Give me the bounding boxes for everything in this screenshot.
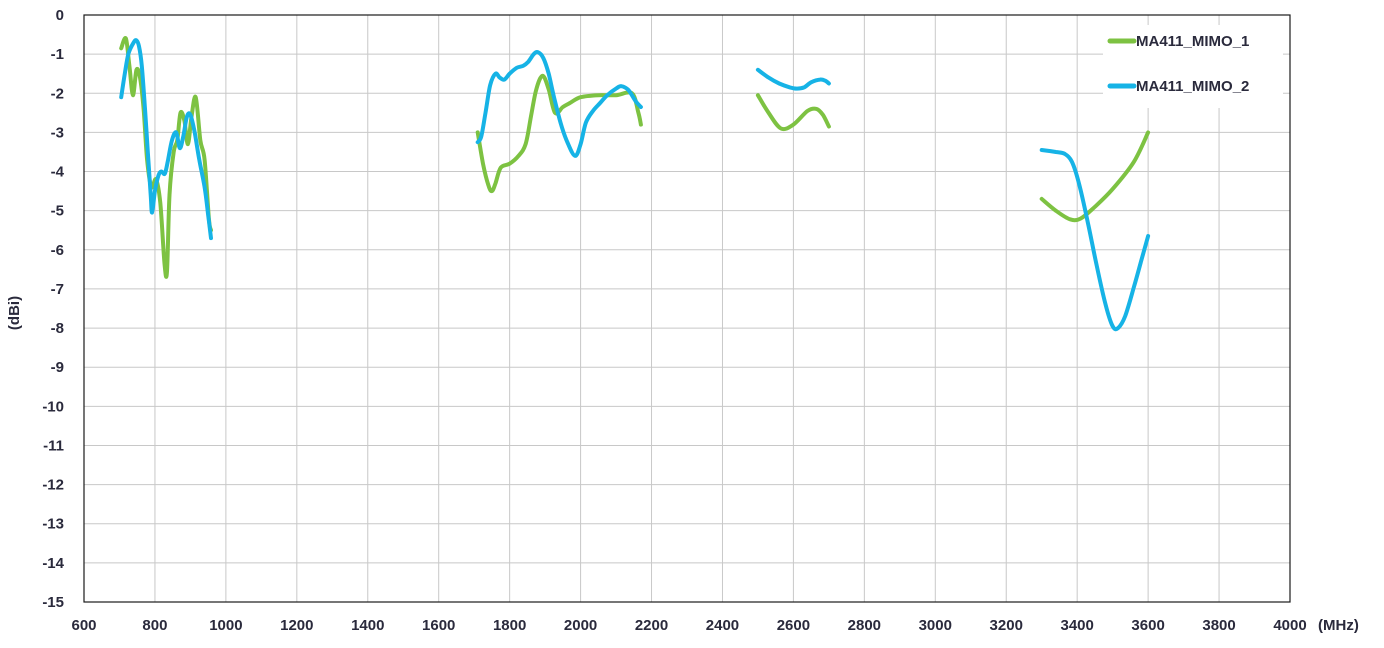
x-tick-label: 1200 [280, 617, 313, 634]
grid [83, 14, 1291, 603]
y-tick-label: -5 [51, 203, 64, 220]
x-tick-label: 4000 [1273, 617, 1306, 634]
legend-label-ma411-mimo-2: MA411_MIMO_2 [1136, 78, 1249, 95]
legend: MA411_MIMO_1 MA411_MIMO_2 [1103, 25, 1283, 108]
series-line-ma411-mimo-1 [119, 35, 213, 279]
x-tick-label: 2400 [706, 617, 739, 634]
x-tick-label: 3200 [990, 617, 1023, 634]
x-tick-label: 3400 [1060, 617, 1093, 634]
y-tick-label: 0 [56, 7, 64, 24]
x-tick-label: 1000 [209, 617, 242, 634]
y-tick-label: -13 [42, 516, 64, 533]
x-axis-unit-label: (MHz) [1318, 617, 1359, 634]
x-tick-label: 2200 [635, 617, 668, 634]
y-tick-label: -14 [42, 555, 64, 572]
x-tick-label: 1600 [422, 617, 455, 634]
x-tick-label: 3800 [1202, 617, 1235, 634]
y-tick-label: -1 [51, 46, 64, 63]
series-line-ma411-mimo-1 [1039, 130, 1151, 223]
series-line-ma411-mimo-2 [475, 49, 643, 158]
series-line-ma411-mimo-2 [755, 67, 831, 91]
x-tick-label: 2000 [564, 617, 597, 634]
series-line-ma411-mimo-2 [1039, 148, 1151, 332]
series-lines [119, 35, 1151, 332]
x-tick-label: 800 [142, 617, 167, 634]
axes: 0 -1 -2 -3 -4 -5 -6 -7 -8 -9 -10 -11 -12 -13 -14 -15 600… [42, 7, 1306, 634]
legend-label-ma411-mimo-1: MA411_MIMO_1 [1136, 33, 1249, 50]
y-tick-label: -4 [51, 164, 65, 181]
y-tick-label: -2 [51, 85, 64, 102]
series-line-ma411-mimo-2 [119, 38, 213, 241]
x-tick-label: 1800 [493, 617, 526, 634]
y-tick-label: -12 [42, 477, 64, 494]
x-tick-label: 2800 [848, 617, 881, 634]
x-tick-label: 3000 [919, 617, 952, 634]
series-line-ma411-mimo-1 [755, 93, 831, 132]
y-axis-label: (dBi) [6, 296, 23, 330]
x-tick-label: 600 [71, 617, 96, 634]
plot-border [83, 14, 1291, 603]
y-tick-label: -7 [51, 281, 64, 298]
y-tick-label: -6 [51, 242, 64, 259]
x-tick-label: 2600 [777, 617, 810, 634]
y-tick-label: -3 [51, 124, 64, 141]
y-tick-label: -8 [51, 320, 64, 337]
y-tick-label: -15 [42, 594, 64, 611]
x-tick-label: 3600 [1131, 617, 1164, 634]
y-tick-label: -11 [43, 437, 64, 454]
y-tick-label: -9 [51, 359, 64, 376]
y-tick-label: -10 [42, 398, 64, 415]
x-tick-label: 1400 [351, 617, 384, 634]
